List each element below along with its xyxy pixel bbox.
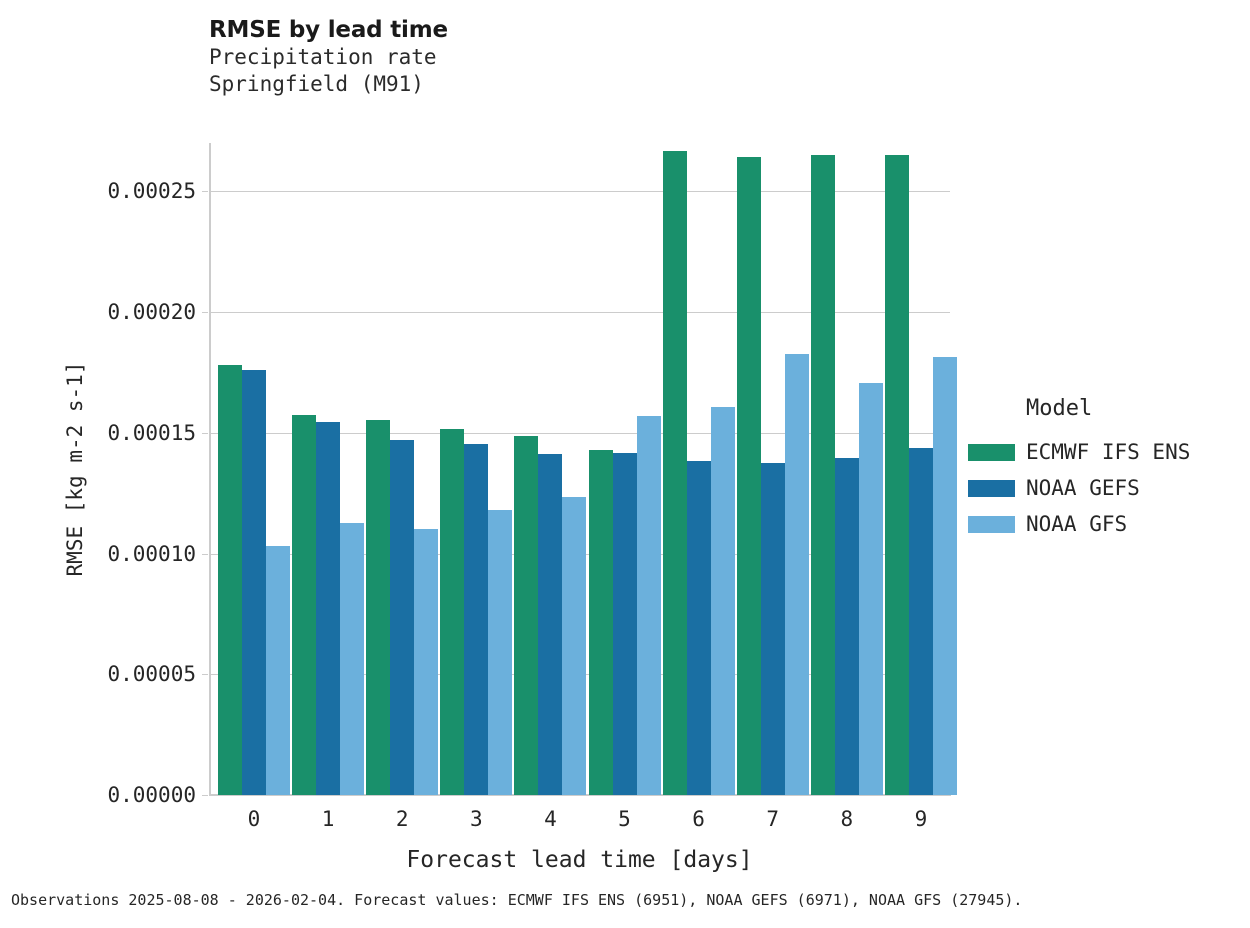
page-title: RMSE by lead time: [209, 17, 448, 43]
y-axis-tick: [202, 312, 208, 314]
bar[interactable]: [884, 154, 909, 795]
legend-item[interactable]: ECMWF IFS ENS: [968, 434, 1190, 470]
y-axis-line: [209, 143, 211, 796]
y-axis-tick: [202, 674, 208, 676]
bar[interactable]: [316, 421, 341, 795]
x-axis-line: [209, 794, 951, 796]
bar[interactable]: [538, 453, 563, 795]
legend-item-label: NOAA GFS: [1026, 511, 1128, 536]
y-axis-tick-label: 0.00000: [107, 783, 196, 807]
y-axis-tick-label: 0.00005: [107, 662, 196, 687]
y-axis-tick-label: 0.00025: [107, 179, 196, 204]
y-axis-tick: [202, 553, 208, 555]
bar[interactable]: [736, 156, 761, 795]
gridline: [209, 191, 950, 193]
y-axis-tick-labels: 0.00000 0.00005 0.00010 0.00015 0.00020 0.000…: [0, 143, 209, 806]
bar[interactable]: [242, 370, 266, 795]
bar[interactable]: [858, 382, 883, 795]
chart-subtitle-station: Springfield (M91): [209, 72, 424, 96]
x-axis-tick-label: 1: [321, 807, 335, 831]
legend-rows: ECMWF IFS ENS NOAA GEFS NOAA GFS: [968, 434, 1190, 542]
y-axis-tick: [202, 191, 208, 193]
bar[interactable]: [932, 356, 957, 795]
y-axis-tick: [202, 795, 208, 796]
x-axis-tick-label: 3: [469, 807, 483, 831]
x-axis-title: Forecast lead time [days]: [406, 847, 753, 873]
bar[interactable]: [810, 155, 835, 795]
bar[interactable]: [218, 364, 242, 795]
legend-item-label: NOAA GEFS: [1026, 475, 1140, 500]
legend-item-label: ECMWF IFS ENS: [1026, 439, 1191, 464]
legend-item[interactable]: NOAA GEFS: [968, 470, 1190, 506]
footer-note: Observations 2025-08-08 - 2026-02-04. Fo…: [11, 891, 1023, 909]
legend-swatch-icon: [968, 443, 1015, 461]
bar[interactable]: [662, 151, 687, 795]
bar[interactable]: [908, 448, 933, 795]
x-axis-tick-label: 5: [618, 807, 631, 831]
x-axis-tick-labels: 0 1 2 3 4 5 6 7 8 9: [209, 806, 950, 836]
legend-swatch-icon: [968, 479, 1015, 497]
y-axis-tick: [202, 432, 208, 434]
bar[interactable]: [784, 353, 809, 795]
bar[interactable]: [340, 523, 365, 795]
bar[interactable]: [834, 458, 859, 795]
chart-subtitle-variable: Precipitation rate: [209, 45, 437, 69]
plot-area: [202, 143, 957, 796]
bar[interactable]: [562, 496, 587, 795]
title-block: RMSE by lead time Precipitation rate Spr…: [209, 16, 909, 98]
gridline: [209, 432, 950, 434]
bar[interactable]: [514, 435, 539, 795]
bar[interactable]: [636, 415, 661, 795]
x-axis-tick-label: 8: [840, 807, 854, 831]
y-axis-tick-label: 0.00010: [107, 541, 196, 566]
bar[interactable]: [686, 460, 711, 795]
x-axis-tick-label: 2: [395, 807, 409, 831]
y-axis-tick-label: 0.00020: [107, 300, 196, 325]
bar[interactable]: [390, 440, 415, 795]
bar[interactable]: [366, 419, 391, 795]
x-axis-tick-label: 7: [766, 807, 780, 831]
legend-swatch-icon: [968, 515, 1015, 533]
bar[interactable]: [488, 510, 513, 795]
y-axis-tick-label: 0.00015: [107, 420, 196, 445]
legend-item[interactable]: NOAA GFS: [968, 506, 1190, 542]
bar[interactable]: [440, 429, 465, 795]
legend: Model ECMWF IFS ENS NOAA GEFS NOAA GFS: [968, 396, 1190, 542]
x-axis-tick-label: 4: [544, 807, 557, 831]
x-axis-tick-label: 6: [692, 807, 705, 831]
bar[interactable]: [266, 546, 290, 795]
x-axis-tick-label: 9: [914, 807, 928, 831]
bar[interactable]: [414, 529, 439, 795]
bar[interactable]: [588, 449, 613, 795]
bar[interactable]: [464, 444, 489, 795]
bar[interactable]: [760, 463, 785, 795]
x-axis-tick-label: 0: [247, 807, 261, 831]
bar[interactable]: [710, 407, 735, 795]
bar[interactable]: [612, 452, 637, 795]
gridline: [209, 312, 950, 314]
legend-title: Model: [1026, 396, 1093, 421]
bar[interactable]: [292, 414, 317, 795]
